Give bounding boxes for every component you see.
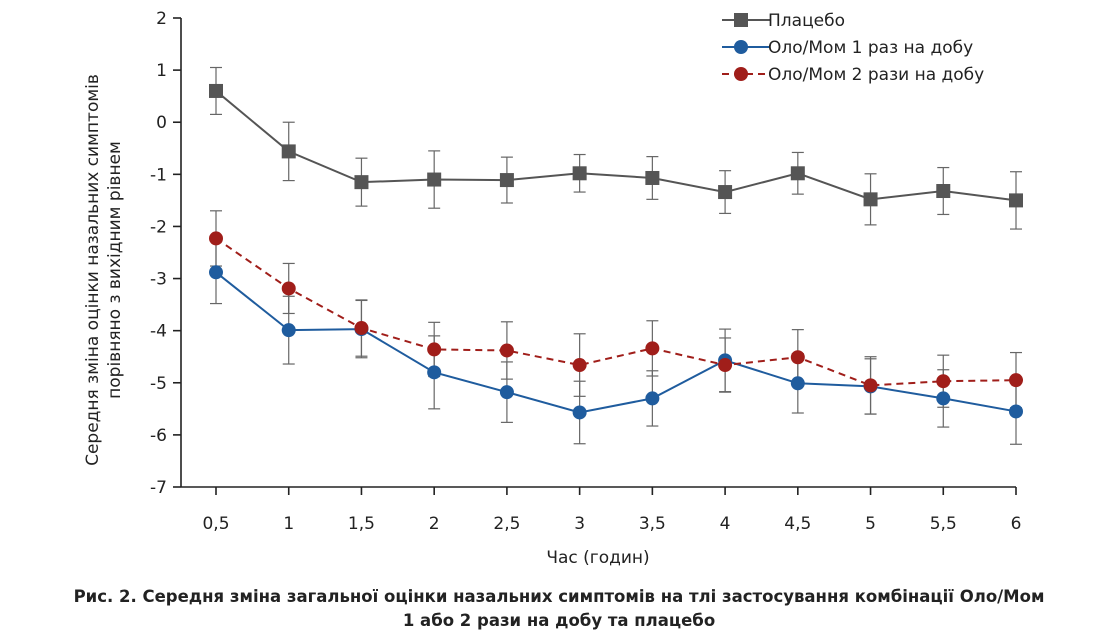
legend-label: Плацебо	[768, 11, 845, 31]
y-tick-label: -7	[150, 478, 167, 498]
x-tick-label: 5,5	[930, 514, 957, 534]
y-tick-label: -3	[150, 270, 167, 290]
data-point	[281, 323, 296, 338]
data-point	[790, 350, 805, 365]
data-point	[936, 391, 951, 406]
data-point	[718, 358, 733, 373]
y-tick-label: -1	[150, 165, 167, 185]
data-point	[645, 341, 660, 356]
data-point	[790, 166, 805, 181]
x-tick-label: 6	[1011, 514, 1022, 534]
data-point	[281, 281, 296, 296]
data-point	[572, 405, 587, 420]
legend-marker	[734, 40, 748, 54]
x-tick-label: 2	[429, 514, 440, 534]
x-tick-label: 0,5	[202, 514, 229, 534]
data-point	[572, 358, 587, 373]
data-point	[427, 365, 442, 380]
data-point	[499, 173, 514, 188]
y-tick-label: 2	[156, 9, 167, 29]
data-point	[209, 265, 223, 280]
series-line-1	[215, 271, 1017, 414]
data-point	[863, 378, 878, 393]
data-point	[645, 170, 660, 185]
y-tick-label: 1	[156, 61, 167, 81]
legend-label: Оло/Мом 1 раз на добу	[768, 38, 973, 58]
x-axis-label: Час (годин)	[546, 548, 649, 568]
legend-label: Оло/Мом 2 рази на добу	[768, 65, 984, 85]
chart: 2 1 0 -1 -2 -3 -4 -5 -6 -7 0,5 1 1,5 2 2,5 3 3,5 4 4,5 5 5,5…	[83, 9, 1023, 568]
series-line-0	[215, 90, 1017, 202]
y-tick-label: -4	[150, 322, 167, 342]
data-point	[499, 343, 514, 358]
caption-line-1: Рис. 2. Середня зміна загальної оцінки н…	[73, 587, 1045, 606]
series-line-2	[215, 237, 1017, 387]
x-tick-label: 3	[574, 514, 585, 534]
data-point	[209, 83, 223, 98]
data-point	[1009, 373, 1023, 388]
data-point	[790, 376, 805, 391]
data-point	[354, 175, 369, 190]
legend-marker	[734, 13, 748, 27]
data-point	[718, 185, 733, 200]
x-tick-label: 2,5	[493, 514, 520, 534]
data-point	[499, 385, 514, 400]
data-point	[572, 166, 587, 181]
data-point	[645, 391, 660, 406]
y-tick-label: -2	[150, 217, 167, 237]
data-point	[427, 342, 442, 357]
data-point	[281, 144, 296, 159]
data-point	[936, 184, 951, 199]
y-axis-label: Середня зміна оцінки назальних симптомів	[83, 74, 103, 466]
data-point	[863, 192, 878, 207]
x-tick-label: 1,5	[348, 514, 375, 534]
y-tick-label: -5	[150, 374, 167, 394]
x-tick-label: 3,5	[639, 514, 666, 534]
data-point	[354, 321, 369, 336]
y-tick-label: -6	[150, 426, 167, 446]
data-point	[209, 231, 223, 246]
y-tick-label: 0	[156, 113, 167, 133]
x-tick-label: 1	[283, 514, 294, 534]
data-point	[427, 172, 442, 187]
x-tick-label: 5	[865, 514, 876, 534]
data-point	[1009, 404, 1023, 419]
data-point	[936, 374, 951, 389]
legend-marker	[734, 67, 748, 81]
x-tick-label: 4	[720, 514, 731, 534]
y-axis-label: порівняно з вихідним рівнем	[105, 141, 125, 399]
caption-line-2: 1 або 2 рази на добу та плацебо	[402, 611, 716, 630]
data-point	[1009, 193, 1023, 208]
x-tick-label: 4,5	[784, 514, 811, 534]
